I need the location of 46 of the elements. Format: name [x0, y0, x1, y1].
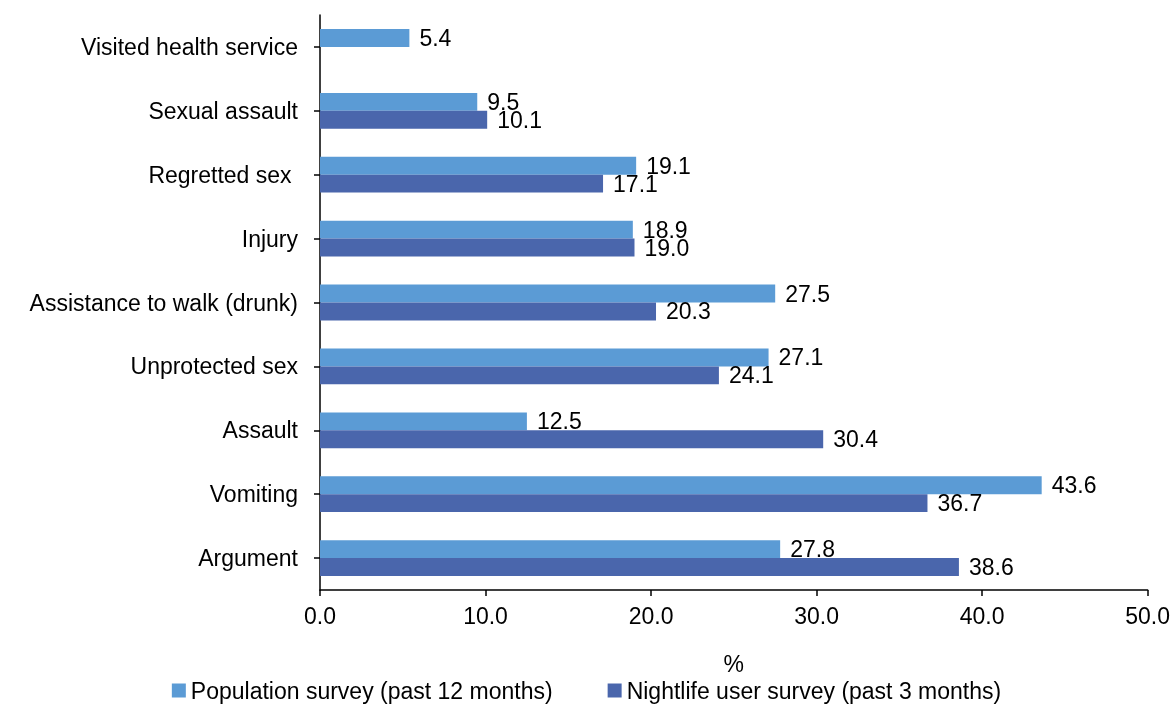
bar: [320, 174, 604, 193]
data-label: 20.3: [666, 298, 711, 325]
bar: [320, 412, 527, 431]
y-tick-label: Assistance to walk (drunk): [29, 289, 298, 316]
legend-label: Population survey (past 12 months): [190, 677, 553, 704]
bar: [320, 284, 776, 303]
bar: [320, 29, 410, 47]
bar: [320, 220, 633, 239]
x-tick-label: 40.0: [959, 602, 1005, 629]
x-tick-label: 50.0: [1125, 602, 1170, 629]
bar: [320, 92, 478, 111]
y-tick-label: Assault: [222, 417, 299, 444]
bar: [320, 238, 635, 257]
y-tick-label: Visited health service: [81, 33, 298, 60]
x-tick-label: 10.0: [463, 602, 508, 629]
data-label: 38.6: [968, 554, 1014, 580]
bar: [320, 476, 1042, 495]
bar: [320, 540, 781, 559]
data-label: 30.4: [833, 426, 879, 453]
bar: [320, 558, 959, 576]
legend-label: Nightlife user survey (past 3 months): [626, 677, 1002, 704]
data-label: 27.1: [778, 344, 824, 371]
y-tick-label: Unprotected sex: [130, 353, 299, 380]
bar: [320, 156, 637, 175]
y-tick-label: Injury: [241, 225, 299, 252]
bar: [320, 348, 769, 367]
data-label: 24.1: [728, 362, 774, 389]
x-tick-label: 20.0: [628, 602, 674, 629]
y-tick-label: Argument: [198, 545, 299, 572]
y-tick-label: Sexual assault: [148, 97, 299, 124]
bar: [320, 430, 824, 449]
y-tick-label: Regretted sex: [148, 161, 298, 188]
data-label: 36.7: [937, 490, 983, 517]
data-label: 43.6: [1051, 472, 1097, 499]
data-label: 27.5: [785, 280, 830, 307]
data-label: 12.5: [536, 408, 582, 435]
x-axis-title: %: [723, 650, 745, 677]
x-tick-label: 30.0: [794, 602, 839, 629]
data-label: 27.8: [790, 536, 835, 563]
y-tick-label: Vomiting: [209, 481, 298, 508]
bar: [320, 302, 657, 321]
bar: [320, 494, 928, 513]
bar: [320, 366, 719, 385]
bar: [320, 110, 488, 129]
x-tick-label: 0.0: [304, 602, 336, 629]
data-label: 5.4: [419, 25, 452, 51]
